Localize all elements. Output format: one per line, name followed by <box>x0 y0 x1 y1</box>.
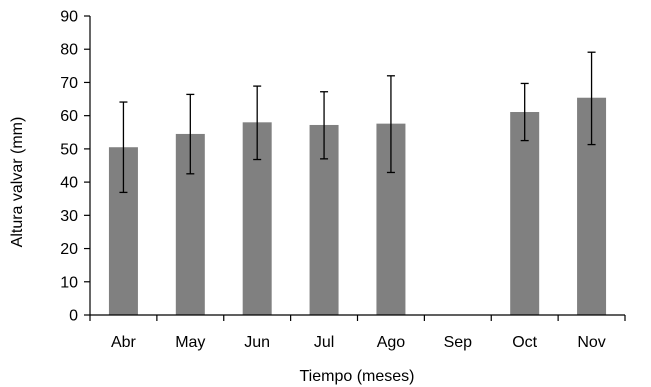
bar-oct <box>510 112 540 315</box>
axes-layer: 0 10 20 30 40 50 60 70 80 90 Abr May Jun Jul Ago Sep Oct… <box>60 9 626 351</box>
x-tick-label: Oct <box>512 334 537 351</box>
x-tick-label: Nov <box>577 334 605 351</box>
y-tick-label: 40 <box>60 175 78 192</box>
y-tick-label: 20 <box>60 241 78 258</box>
x-tick-label: May <box>175 334 205 351</box>
y-tick-label: 30 <box>60 208 78 225</box>
y-tick-label: 70 <box>60 75 78 92</box>
x-axis-title: Tiempo (meses) <box>300 368 415 385</box>
y-tick-label: 10 <box>60 274 78 291</box>
y-tick-label: 90 <box>60 9 78 26</box>
x-tick-label: Ago <box>377 334 406 351</box>
x-tick-label: Sep <box>444 334 473 351</box>
x-tick-label: Jul <box>314 334 334 351</box>
y-axis-title: Altura valvar (mm) <box>9 117 26 248</box>
x-tick-label: Abr <box>111 334 137 351</box>
y-tick-label: 0 <box>69 308 78 325</box>
error-bars-layer <box>119 51 596 194</box>
x-tick-label: Jun <box>244 334 270 351</box>
bars-layer <box>108 97 607 315</box>
y-tick-label: 80 <box>60 42 78 59</box>
y-tick-label: 60 <box>60 108 78 125</box>
y-tick-label: 50 <box>60 141 78 158</box>
